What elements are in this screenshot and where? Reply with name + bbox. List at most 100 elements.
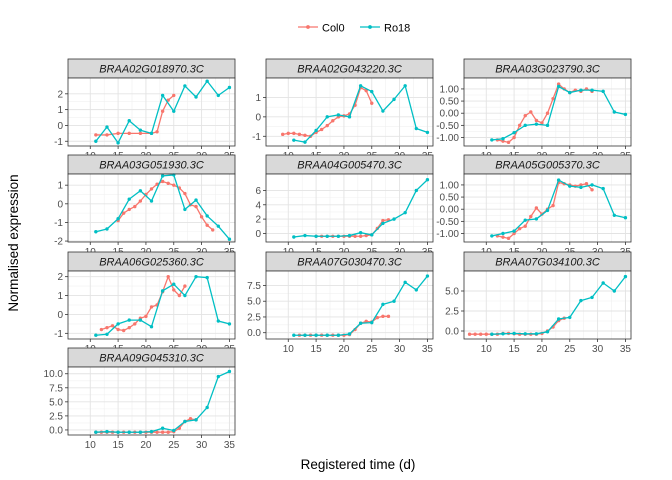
- y-tick-label: 0: [255, 112, 261, 123]
- data-point: [281, 132, 285, 137]
- data-point: [116, 322, 120, 326]
- facet-panels: BRAA02G018970.3C-1012101520253035BRAA02G…: [44, 58, 632, 451]
- y-tick-label: 0.00: [440, 205, 460, 216]
- data-point: [568, 315, 572, 320]
- data-point: [392, 217, 396, 221]
- data-point: [194, 418, 198, 422]
- y-tick-label: -1: [252, 132, 261, 143]
- data-point: [325, 115, 329, 119]
- data-point: [297, 132, 302, 137]
- data-point: [183, 84, 187, 88]
- data-point: [501, 332, 505, 336]
- facet-title: BRAA02G018970.3C: [99, 64, 204, 76]
- data-point: [227, 369, 232, 374]
- data-point: [370, 101, 374, 105]
- data-point: [403, 280, 407, 285]
- plot-background: [464, 271, 631, 339]
- data-point: [540, 121, 544, 125]
- y-tick-label: -2: [54, 237, 63, 248]
- data-point: [425, 274, 430, 278]
- data-point: [160, 174, 165, 178]
- data-point: [325, 234, 329, 238]
- data-point: [292, 235, 296, 239]
- legend-key-point: [368, 25, 372, 29]
- data-point: [336, 113, 341, 117]
- data-point: [149, 429, 154, 434]
- y-tick-label: 7.5: [49, 383, 63, 394]
- legend-key-point: [306, 25, 310, 29]
- data-point: [568, 90, 572, 95]
- data-point: [292, 333, 296, 337]
- data-point: [579, 298, 583, 303]
- y-tick-label: 0.00: [440, 109, 460, 120]
- data-point: [211, 228, 215, 232]
- data-point: [216, 224, 220, 228]
- data-point: [512, 229, 516, 233]
- data-point: [99, 327, 104, 332]
- data-point: [556, 317, 561, 321]
- y-tick-label: 2: [255, 215, 261, 226]
- data-point: [601, 281, 605, 285]
- legend-label: Col0: [322, 23, 345, 35]
- data-point: [381, 218, 385, 223]
- data-point: [116, 217, 120, 221]
- facet-title: BRAA07G034100.3C: [495, 257, 600, 269]
- data-point: [490, 234, 494, 238]
- plot-background: [266, 78, 433, 146]
- y-tick-label: 0.0: [49, 425, 63, 436]
- y-tick-label: 2.5: [247, 312, 261, 323]
- y-tick-label: 2: [57, 89, 63, 100]
- data-point: [205, 79, 209, 83]
- data-point: [512, 231, 516, 236]
- data-point: [94, 230, 98, 234]
- data-point: [160, 179, 165, 184]
- facet-title: BRAA02G043220.3C: [297, 64, 402, 76]
- data-point: [160, 426, 165, 430]
- y-tick-label: 0: [57, 199, 63, 210]
- series-line: [101, 276, 186, 332]
- data-point: [227, 237, 232, 241]
- data-point: [94, 133, 98, 137]
- data-point: [314, 234, 318, 238]
- plot-background: [68, 78, 235, 146]
- data-point: [506, 140, 511, 145]
- data-point: [216, 374, 220, 379]
- facet-title: BRAA03G051930.3C: [99, 160, 204, 172]
- data-point: [105, 332, 109, 336]
- data-point: [127, 318, 131, 322]
- data-point: [160, 430, 165, 434]
- data-point: [381, 302, 385, 307]
- facet-panel: BRAA07G034100.3C 0.0 2.5 5.0 10 15 20 25 30 35: [445, 251, 631, 355]
- x-tick-label: 35: [224, 440, 236, 451]
- data-point: [392, 299, 396, 303]
- data-point: [166, 181, 170, 186]
- data-point: [414, 288, 418, 292]
- data-point: [183, 419, 187, 424]
- data-point: [155, 430, 159, 434]
- panel-border: [463, 77, 632, 147]
- data-point: [177, 293, 182, 298]
- panel-border: [67, 366, 236, 436]
- data-point: [545, 111, 550, 115]
- data-point: [556, 82, 561, 86]
- y-tick-label: -0.50: [436, 217, 459, 228]
- y-tick-label: 7.5: [247, 281, 261, 292]
- data-point: [227, 85, 232, 90]
- x-tick-label: 30: [592, 344, 604, 355]
- facet-panel: BRAA09G045310.3C 0.0 2.5 5.0 7.5 10.0 10 15 20 25…: [44, 347, 236, 451]
- x-tick-label: 25: [564, 344, 576, 355]
- data-point: [484, 332, 488, 336]
- data-point: [94, 333, 98, 337]
- x-tick-label: 20: [536, 344, 548, 355]
- data-point: [138, 199, 143, 203]
- data-point: [403, 84, 407, 88]
- data-point: [138, 131, 143, 136]
- data-point: [612, 110, 616, 114]
- x-tick-label: 25: [168, 440, 180, 451]
- y-tick-label: 1.00: [440, 180, 460, 191]
- plot-background: [68, 367, 235, 435]
- data-point: [127, 131, 131, 136]
- facet-title: BRAA09G045310.3C: [99, 353, 204, 365]
- data-point: [138, 128, 143, 132]
